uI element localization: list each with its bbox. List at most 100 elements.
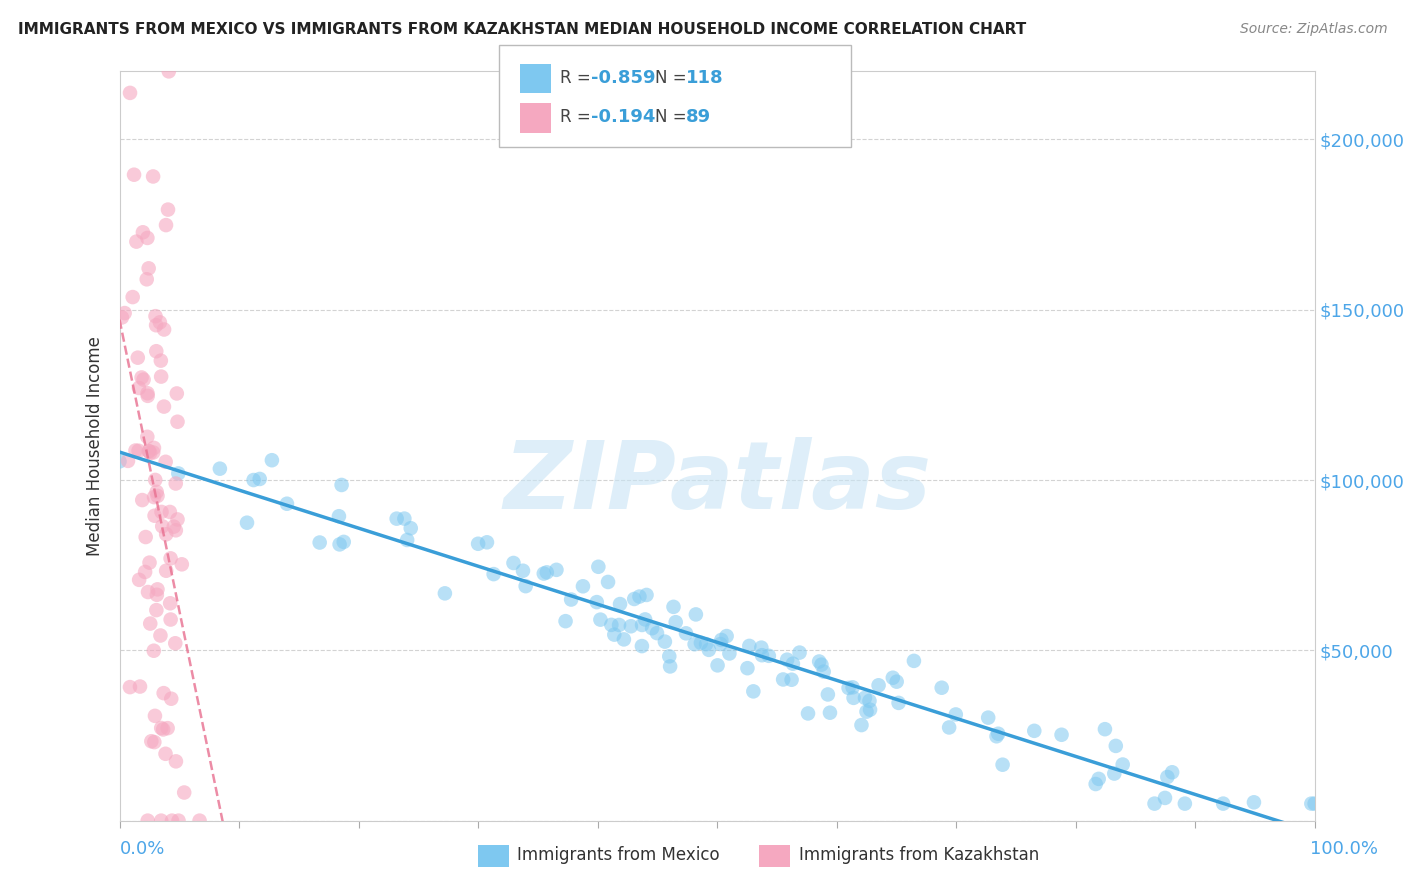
Point — [132, 225, 155, 239]
Text: 118: 118 — [686, 69, 724, 87]
Point — [1112, 757, 1135, 772]
Point — [645, 626, 668, 640]
Point — [1174, 797, 1197, 811]
Point — [121, 290, 143, 304]
Point — [150, 721, 173, 735]
Point — [135, 530, 157, 544]
Point — [136, 231, 159, 245]
Point — [143, 508, 166, 523]
Text: 89: 89 — [686, 109, 711, 127]
Point — [716, 629, 738, 643]
Y-axis label: Median Household Income: Median Household Income — [86, 336, 104, 556]
Point — [167, 814, 190, 828]
Point — [142, 169, 165, 184]
Point — [132, 373, 155, 387]
Point — [150, 814, 173, 828]
Point — [607, 618, 630, 632]
Point — [155, 455, 177, 469]
Point — [945, 707, 967, 722]
Point — [991, 757, 1014, 772]
Point — [152, 686, 174, 700]
Point — [166, 386, 188, 401]
Point — [146, 582, 169, 597]
Point — [665, 615, 688, 630]
Point — [166, 512, 188, 526]
Point — [1301, 797, 1323, 811]
Point — [165, 524, 187, 538]
Point — [135, 272, 157, 286]
Point — [159, 613, 181, 627]
Point — [433, 586, 456, 600]
Point — [886, 674, 908, 689]
Point — [399, 521, 422, 535]
Point — [117, 454, 139, 468]
Point — [1154, 791, 1177, 805]
Point — [751, 648, 773, 663]
Point — [613, 632, 636, 647]
Point — [330, 478, 353, 492]
Point — [159, 505, 181, 519]
Point — [1243, 795, 1265, 809]
Point — [882, 671, 904, 685]
Point — [855, 705, 877, 719]
Point — [585, 595, 607, 609]
Point — [136, 430, 159, 444]
Point — [276, 497, 298, 511]
Point — [165, 755, 187, 769]
Point — [332, 535, 354, 549]
Point — [208, 461, 231, 475]
Point — [139, 616, 162, 631]
Point — [554, 614, 576, 628]
Point — [236, 516, 259, 530]
Point — [636, 588, 658, 602]
Point — [1094, 722, 1116, 736]
Point — [631, 618, 654, 632]
Point — [145, 344, 167, 359]
Point — [153, 400, 176, 414]
Point — [596, 574, 619, 589]
Point — [808, 655, 831, 669]
Text: 100.0%: 100.0% — [1310, 840, 1378, 858]
Point — [838, 681, 860, 695]
Point — [111, 310, 134, 325]
Point — [780, 673, 803, 687]
Point — [155, 218, 177, 232]
Point — [165, 636, 187, 650]
Point — [641, 621, 664, 635]
Point — [742, 684, 765, 698]
Point — [1024, 723, 1046, 738]
Point — [156, 721, 179, 735]
Point — [142, 441, 165, 455]
Point — [772, 673, 794, 687]
Point — [114, 306, 136, 320]
Point — [155, 527, 177, 541]
Point — [1161, 765, 1184, 780]
Point — [160, 814, 183, 828]
Point — [165, 476, 187, 491]
Point — [987, 727, 1010, 741]
Point — [690, 636, 713, 650]
Point — [659, 659, 682, 673]
Point — [170, 558, 193, 572]
Point — [631, 639, 654, 653]
Point — [1156, 770, 1178, 784]
Point — [160, 691, 183, 706]
Point — [166, 415, 188, 429]
Point — [145, 603, 167, 617]
Point — [706, 658, 728, 673]
Point — [143, 709, 166, 723]
Point — [143, 735, 166, 749]
Point — [718, 647, 741, 661]
Text: 0.0%: 0.0% — [120, 840, 165, 858]
Point — [695, 637, 717, 651]
Point — [1303, 797, 1326, 811]
Point — [931, 681, 953, 695]
Point — [260, 453, 283, 467]
Point — [149, 353, 172, 368]
Point — [149, 315, 172, 329]
Point — [150, 519, 173, 533]
Point — [654, 634, 676, 648]
Point — [482, 567, 505, 582]
Point — [124, 443, 146, 458]
Point — [396, 533, 419, 547]
